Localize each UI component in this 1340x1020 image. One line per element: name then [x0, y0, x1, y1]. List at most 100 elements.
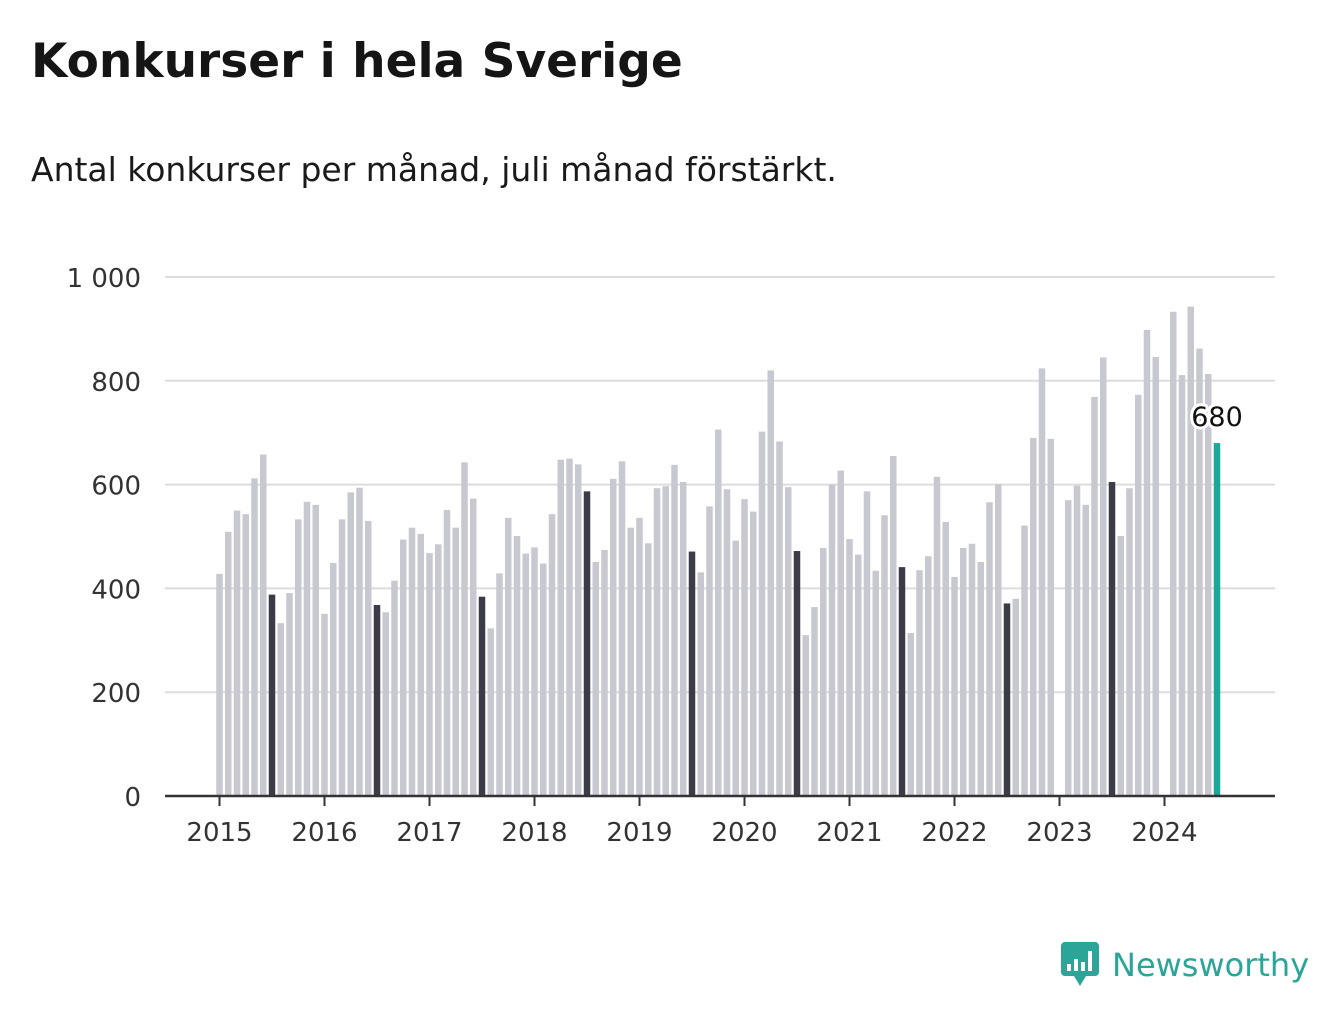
bar [557, 459, 564, 796]
x-tick-label: 2015 [186, 818, 252, 848]
july-bar [373, 605, 381, 796]
bar [1126, 488, 1133, 796]
bar [776, 441, 783, 796]
x-tick-label: 2023 [1026, 818, 1092, 848]
latest-value-label: 680 [1191, 402, 1243, 433]
x-tick-label: 2018 [501, 818, 567, 848]
bar [260, 454, 267, 796]
bar [960, 547, 967, 796]
bar [767, 370, 774, 796]
bar [671, 464, 678, 796]
bar [347, 492, 354, 796]
bar [1038, 368, 1046, 796]
bar [645, 543, 652, 796]
bar [715, 429, 722, 796]
bar [408, 527, 416, 796]
bar [295, 519, 302, 796]
newsworthy-logo-icon [1061, 942, 1099, 986]
bar [540, 563, 547, 796]
x-tick-label: 2017 [396, 818, 462, 848]
bar [225, 531, 232, 796]
bar [653, 488, 661, 796]
bar [811, 607, 818, 796]
bar [426, 553, 433, 796]
bar [662, 486, 669, 796]
july-bar [583, 491, 591, 796]
bar [435, 544, 442, 796]
bar [741, 499, 748, 796]
july-bar [1003, 603, 1011, 796]
bar [636, 517, 643, 796]
bar [487, 628, 494, 796]
bar [242, 514, 249, 796]
bar [470, 498, 477, 796]
bar [338, 519, 346, 796]
x-tick-label: 2016 [291, 818, 357, 848]
bar [566, 458, 573, 796]
bar [732, 540, 739, 796]
bar [1091, 396, 1098, 796]
bar [216, 573, 223, 796]
bar [1117, 535, 1124, 796]
bar [391, 580, 398, 796]
bar [1143, 329, 1151, 796]
bar [592, 561, 599, 796]
bar [522, 553, 529, 796]
bar [1135, 394, 1142, 796]
bar [1205, 374, 1212, 796]
bar [548, 514, 556, 796]
brand-name: Newsworthy [1112, 946, 1310, 984]
bar [872, 570, 879, 796]
x-tick-label: 2021 [816, 818, 882, 848]
bar [443, 510, 451, 796]
bar [986, 502, 993, 796]
bar [1030, 437, 1037, 796]
bar [846, 539, 853, 796]
bar [531, 547, 538, 796]
bar [1073, 485, 1081, 796]
bar [890, 456, 897, 796]
bar [968, 543, 976, 796]
bar [697, 572, 704, 796]
bar [977, 561, 984, 796]
bar [942, 521, 949, 796]
bar [321, 613, 328, 796]
bar [610, 478, 617, 796]
july-bar [478, 596, 486, 796]
bar [575, 464, 582, 796]
y-tick-label: 1 000 [67, 264, 141, 294]
bar [286, 593, 293, 796]
bar [601, 549, 608, 796]
bar [233, 510, 241, 796]
bar [1065, 500, 1072, 796]
july-bar [1108, 482, 1116, 796]
bar [251, 478, 258, 796]
bar [1196, 348, 1203, 796]
newsworthy-logo: Newsworthy [1060, 940, 1309, 990]
bar [820, 547, 827, 796]
bar-chart: 0 200 400 600 800 1 000 2015 2016 2017 2018 2019 20… [67, 264, 1275, 848]
bar [723, 489, 731, 796]
bar [837, 470, 844, 796]
bar [1021, 525, 1028, 796]
bar [706, 506, 713, 796]
bar [863, 491, 871, 796]
bar [277, 623, 284, 796]
chart-subtitle: Antal konkurser per månad, juli månad fö… [31, 150, 837, 189]
bar [496, 573, 503, 796]
bar [785, 487, 792, 796]
bar [505, 517, 512, 796]
bar [802, 635, 809, 796]
bar [400, 539, 407, 796]
x-tick-label: 2019 [606, 818, 672, 848]
bar [417, 533, 424, 796]
bar [1047, 438, 1054, 796]
bar [1152, 356, 1159, 796]
y-tick-label: 400 [91, 575, 141, 605]
bar [330, 562, 337, 796]
x-tick-label: 2024 [1131, 818, 1197, 848]
bar [995, 484, 1002, 796]
bar [758, 431, 766, 796]
latest-bar [1213, 443, 1221, 796]
bar [1012, 598, 1019, 796]
